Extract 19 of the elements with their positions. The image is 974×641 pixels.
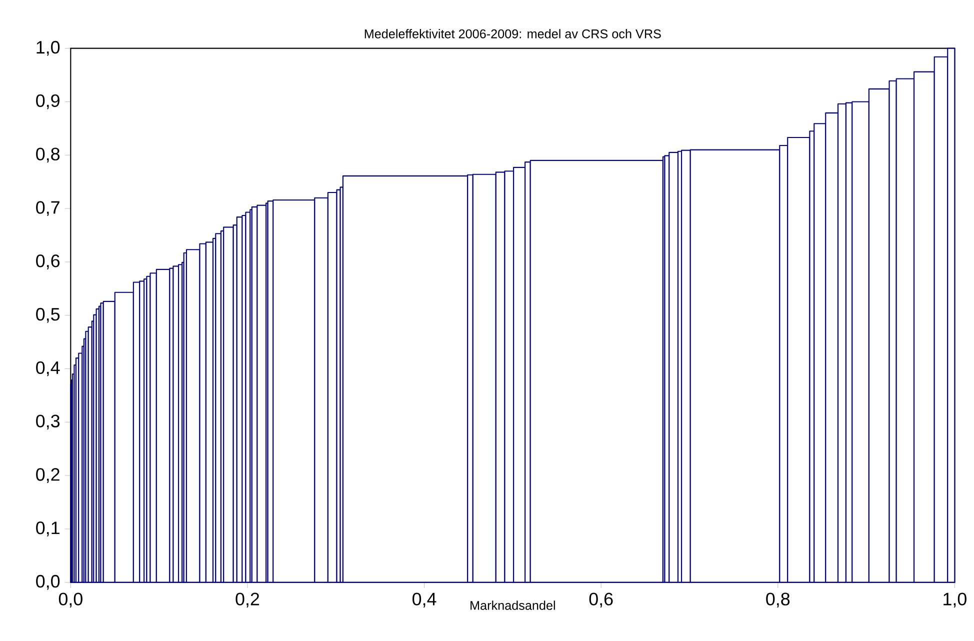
x-tick-label: 0,8 [766,592,790,608]
y-tick-label: 0,9 [36,94,60,110]
y-tick-label: 0,6 [36,254,60,270]
x-tick-label: 0,6 [589,592,613,608]
y-tick-label: 0,8 [36,148,60,163]
chart-title: Medeleffektivitet 2006-2009: medel av CRS och VRS [364,29,661,38]
y-tick-label: 0,2 [36,468,60,483]
y-tick-label: 1,0 [36,40,60,56]
y-tick-label: 0,1 [36,522,60,536]
x-tick-label: 0,2 [236,592,260,608]
y-tick-label: 0,7 [36,201,60,216]
x-tick-label: 0,0 [58,592,82,608]
y-tick-label: 0,3 [36,414,60,430]
x-tick-label: 0,4 [412,592,436,608]
y-tick-label: 0,0 [36,574,60,590]
x-axis-title: Marknadsandel [470,600,555,610]
y-tick-label: 0,4 [36,361,60,376]
y-tick-label: 0,5 [36,308,60,323]
x-tick-label: 1,0 [944,592,966,608]
